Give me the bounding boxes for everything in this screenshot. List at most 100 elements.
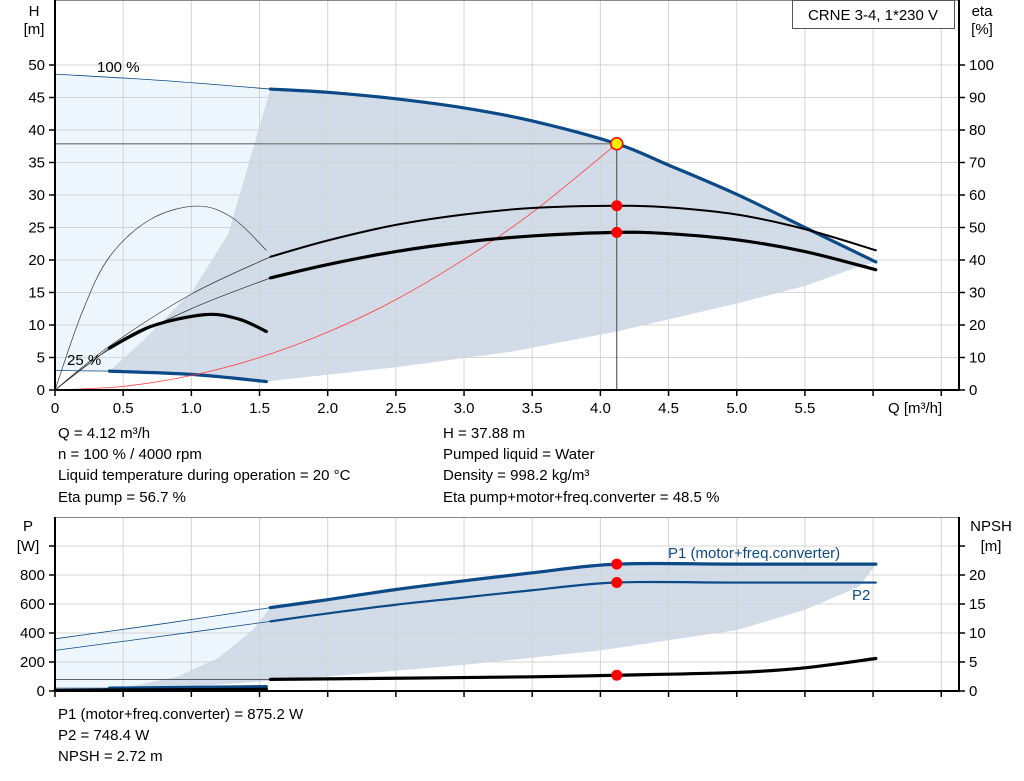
- x-tick-label: 3.0: [454, 400, 475, 417]
- curve-eta-pump-25: [54, 205, 267, 391]
- y2-tick-label: 10: [969, 625, 986, 642]
- y-tick-label: 40: [28, 122, 45, 139]
- y2-tick-label: 5: [969, 654, 977, 671]
- duty-point-p1-marker: [611, 558, 623, 570]
- h-axis-title: H: [29, 3, 40, 20]
- curve-eta-total-25: [107, 312, 268, 350]
- y2-tick-label: 15: [969, 596, 986, 613]
- operating-range-band: [109, 564, 876, 691]
- y2-tick-label: 20: [969, 317, 986, 334]
- readout-n: n = 100 % / 4000 rpm: [58, 446, 202, 463]
- curve-p2: [269, 580, 877, 623]
- y-tick-label: 10: [28, 317, 45, 334]
- bottom-chart-curves: [53, 558, 878, 693]
- bottom-chart-axes: 0 200 400 600 800 0 5 10 15 20: [20, 517, 986, 700]
- x-tick-label: 0.5: [113, 400, 134, 417]
- y-tick-label: 25: [28, 220, 45, 237]
- p-axis-unit: [W]: [17, 538, 40, 555]
- label-25-percent: 25 %: [67, 352, 101, 369]
- y-tick-label: 600: [20, 596, 45, 613]
- curve-h100: [268, 87, 878, 264]
- legend-box: [792, 0, 955, 29]
- x-tick-label: 1.0: [181, 400, 202, 417]
- curve-p2-ext: [54, 621, 271, 651]
- curve-npsh: [268, 656, 878, 681]
- p2-series-label: P2: [852, 587, 870, 604]
- readout-p2: P2 = 748.4 W: [58, 727, 150, 744]
- eta-axis-unit: [%]: [971, 21, 993, 38]
- y-tick-label: 20: [28, 252, 45, 269]
- y-tick-label: 800: [20, 567, 45, 584]
- top-chart-axes: 0 0.5 1.0 1.5 2.0 2.5 3.0 3.5 4.0 4.5 5.0 5.5 0 5 10 15…: [28, 0, 994, 417]
- curve-eta-total-25-ext: [54, 347, 110, 391]
- y2-tick-label: 0: [969, 683, 977, 700]
- curve-eta-total: [268, 230, 878, 280]
- x-tick-label: 2.5: [385, 400, 406, 417]
- x-tick-label: 2.0: [317, 400, 338, 417]
- y-tick-label: 30: [28, 187, 45, 204]
- curve-eta-pump-ext: [54, 256, 271, 391]
- readout-temperature: Liquid temperature during operation = 20…: [58, 467, 351, 484]
- duty-point-eta-total-marker: [611, 226, 623, 238]
- curve-h100-ext: [54, 73, 271, 90]
- h-axis-unit: [m]: [24, 21, 45, 38]
- duty-point-npsh-marker: [611, 669, 623, 681]
- y2-tick-label: 10: [969, 350, 986, 367]
- y2-tick-label: 0: [969, 382, 977, 399]
- y-tick-label: 45: [28, 90, 45, 107]
- y-tick-label: 400: [20, 625, 45, 642]
- y2-tick-label: 30: [969, 285, 986, 302]
- x-tick-label: 5.5: [794, 400, 815, 417]
- y2-tick-label: 70: [969, 155, 986, 172]
- y2-tick-label: 80: [969, 122, 986, 139]
- p1-series-label: P1 (motor+freq.converter): [668, 545, 840, 562]
- x-tick-label: 0: [51, 400, 59, 417]
- q-axis-title: Q [m³/h]: [888, 400, 942, 417]
- legend-title: CRNE 3-4, 1*230 V: [808, 7, 938, 24]
- readout-npsh: NPSH = 2.72 m: [58, 748, 163, 765]
- y2-tick-label: 20: [969, 567, 986, 584]
- readout-eta-total: Eta pump+motor+freq.converter = 48.5 %: [443, 489, 720, 506]
- curve-p-25: [107, 685, 268, 690]
- y-tick-label: 5: [37, 350, 45, 367]
- y2-tick-label: 90: [969, 90, 986, 107]
- light-range-band: [55, 74, 271, 372]
- x-tick-label: 4.0: [590, 400, 611, 417]
- curve-h25: [107, 369, 268, 384]
- y-tick-label: 200: [20, 654, 45, 671]
- p-axis-title: P: [23, 518, 33, 535]
- curve-p1-ext: [54, 607, 271, 640]
- y-tick-label: 0: [37, 382, 45, 399]
- curve-system: [54, 143, 618, 391]
- y-tick-label: 0: [37, 683, 45, 700]
- readout-liquid: Pumped liquid = Water: [443, 446, 595, 463]
- readout-p1: P1 (motor+freq.converter) = 875.2 W: [58, 706, 304, 723]
- y-tick-label: 15: [28, 285, 45, 302]
- y2-tick-label: 40: [969, 252, 986, 269]
- x-tick-label: 3.5: [522, 400, 543, 417]
- duty-point-p2-marker: [611, 576, 623, 588]
- npsh-axis-title: NPSH: [970, 518, 1012, 535]
- eta-axis-title: eta: [972, 3, 994, 20]
- readout-h: H = 37.88 m: [443, 425, 526, 442]
- duty-point-marker: [610, 137, 624, 151]
- y2-tick-label: 100: [969, 57, 994, 74]
- y2-tick-label: 60: [969, 187, 986, 204]
- readout-q: Q = 4.12 m³/h: [58, 425, 151, 442]
- curve-p1: [268, 561, 878, 610]
- npsh-axis-unit: [m]: [981, 538, 1002, 555]
- top-chart-curves: [54, 73, 878, 391]
- readout-eta-pump: Eta pump = 56.7 %: [58, 489, 186, 506]
- label-100-percent: 100 %: [97, 59, 140, 76]
- y-tick-label: 35: [28, 155, 45, 172]
- y-tick-label: 50: [28, 57, 45, 74]
- x-tick-label: 5.0: [726, 400, 747, 417]
- curve-h25-ext: [54, 370, 110, 372]
- duty-point-eta-pump-marker: [611, 200, 623, 212]
- readout-density: Density = 998.2 kg/m³: [443, 467, 590, 484]
- x-tick-label: 1.5: [249, 400, 270, 417]
- curve-eta-pump: [269, 204, 877, 258]
- x-tick-label: 4.5: [658, 400, 679, 417]
- y2-tick-label: 50: [969, 220, 986, 237]
